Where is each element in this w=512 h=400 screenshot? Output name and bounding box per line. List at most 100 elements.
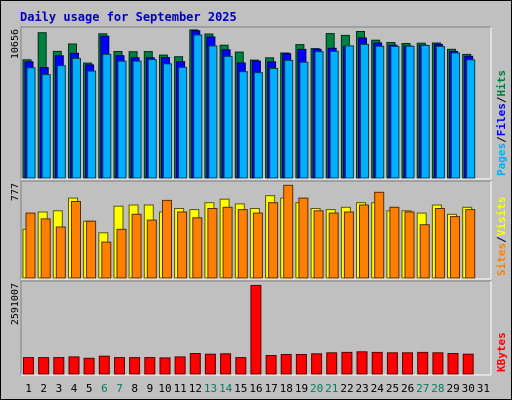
x-tick-label-day-25: 25: [386, 382, 399, 395]
bar-pages-day-12: [193, 34, 203, 179]
x-tick-label-day-21: 21: [325, 382, 338, 395]
x-tick-label-day-18: 18: [280, 382, 293, 395]
panel-top-max-label: 10656: [10, 29, 21, 59]
bar-sites-day-21: [328, 212, 339, 279]
bar-sites-day-28: [434, 208, 445, 279]
x-tick-label-day-7: 7: [116, 382, 123, 395]
bar-pages-day-7: [117, 60, 127, 179]
bar-pages-day-8: [132, 60, 142, 179]
x-tick-label-day-19: 19: [295, 382, 308, 395]
bar-kbytes-day-30: [462, 353, 474, 375]
bar-sites-day-8: [131, 213, 142, 279]
bar-kbytes-day-3: [53, 357, 65, 375]
bar-pages-day-6: [102, 53, 112, 179]
bar-pages-day-20: [314, 51, 324, 179]
bar-sites-day-17: [268, 202, 279, 279]
x-tick-label-day-23: 23: [355, 382, 368, 395]
bar-kbytes-day-22: [341, 351, 353, 375]
bar-pages-day-9: [147, 59, 157, 179]
legend-mid-part-2: Visits: [495, 197, 508, 237]
bar-kbytes-day-20: [311, 353, 323, 375]
bar-pages-day-13: [208, 45, 218, 179]
bar-kbytes-day-16: [250, 284, 262, 375]
x-tick-label-day-12: 12: [189, 382, 202, 395]
bar-pages-day-14: [223, 55, 233, 179]
bar-kbytes-day-18: [280, 354, 292, 375]
bar-sites-day-13: [207, 208, 218, 279]
bar-pages-day-16: [253, 72, 263, 179]
x-tick-label-day-9: 9: [147, 382, 154, 395]
bar-kbytes-day-14: [220, 353, 232, 375]
legend-top-part-1: /: [495, 136, 508, 143]
bar-sites-day-26: [404, 211, 415, 279]
bar-kbytes-day-9: [144, 357, 156, 375]
x-tick-label-day-4: 4: [71, 382, 78, 395]
bar-sites-day-19: [298, 197, 309, 279]
panel-bot-max-label: 2591007: [10, 283, 21, 325]
legend-top-part-0: Pages: [495, 143, 508, 176]
bar-sites-day-3: [55, 226, 66, 279]
x-tick-label-day-30: 30: [462, 382, 475, 395]
bar-sites-day-25: [389, 206, 400, 279]
bar-pages-day-11: [178, 66, 188, 179]
bar-pages-day-27: [420, 45, 430, 179]
legend-mid-part-0: Sites: [495, 243, 508, 276]
panel-top-legend: Pages/Files/Hits: [495, 70, 508, 176]
bar-kbytes-day-10: [159, 357, 171, 375]
panel-mid-legend: Sites/Visits: [495, 197, 508, 277]
bar-pages-day-25: [390, 45, 400, 179]
bar-sites-day-20: [313, 210, 324, 279]
x-tick-label-day-26: 26: [401, 382, 414, 395]
x-tick-label-day-15: 15: [234, 382, 247, 395]
panel-mid: 777 Sites/Visits: [10, 180, 508, 280]
x-tick-label-day-29: 29: [446, 382, 459, 395]
legend-bot-part-0: KBytes: [495, 332, 508, 372]
bar-kbytes-day-27: [417, 351, 429, 375]
bar-pages-day-22: [344, 45, 354, 179]
x-tick-label-day-31: 31: [477, 382, 490, 395]
bar-kbytes-day-4: [68, 356, 80, 375]
bar-sites-day-18: [283, 184, 294, 279]
bar-kbytes-day-2: [38, 357, 50, 375]
bar-pages-day-2: [41, 74, 51, 179]
bar-sites-day-9: [146, 219, 157, 279]
bar-sites-day-29: [450, 216, 460, 279]
x-tick-label-day-27: 27: [416, 382, 429, 395]
bar-sites-day-2: [40, 218, 51, 279]
bar-kbytes-day-26: [402, 352, 413, 375]
bar-pages-day-1: [26, 67, 36, 179]
x-tick-label-day-6: 6: [101, 382, 108, 395]
x-tick-label-day-28: 28: [431, 382, 444, 395]
bar-kbytes-day-12: [189, 353, 201, 375]
bar-kbytes-day-19: [295, 354, 307, 375]
x-tick-label-day-1: 1: [25, 382, 32, 395]
bar-sites-day-1: [25, 212, 36, 279]
bar-pages-day-24: [375, 45, 385, 179]
bar-kbytes-day-13: [204, 353, 216, 375]
x-tick-label-day-17: 17: [265, 382, 278, 395]
bar-pages-day-10: [163, 63, 172, 179]
bar-sites-day-12: [192, 217, 203, 279]
bar-kbytes-day-21: [326, 352, 338, 375]
bar-sites-day-4: [71, 201, 81, 279]
x-tick-label-day-2: 2: [40, 382, 47, 395]
x-tick-label-day-11: 11: [174, 382, 187, 395]
bar-pages-day-5: [87, 70, 97, 179]
legend-mid-part-1: /: [495, 236, 508, 243]
bar-pages-day-4: [72, 58, 81, 179]
bar-sites-day-16: [252, 212, 263, 279]
x-tick-label-day-3: 3: [56, 382, 63, 395]
x-tick-label-day-22: 22: [340, 382, 353, 395]
bar-kbytes-day-5: [83, 357, 95, 375]
bar-sites-day-7: [116, 228, 127, 279]
x-tick-label-day-10: 10: [158, 382, 171, 395]
bar-pages-day-28: [435, 46, 445, 179]
bar-pages-day-19: [299, 61, 309, 179]
bar-kbytes-day-23: [356, 351, 368, 375]
bar-pages-day-21: [329, 50, 339, 179]
bar-sites-day-11: [177, 211, 188, 279]
bar-sites-day-15: [237, 209, 248, 279]
x-tick-label-day-8: 8: [131, 382, 138, 395]
